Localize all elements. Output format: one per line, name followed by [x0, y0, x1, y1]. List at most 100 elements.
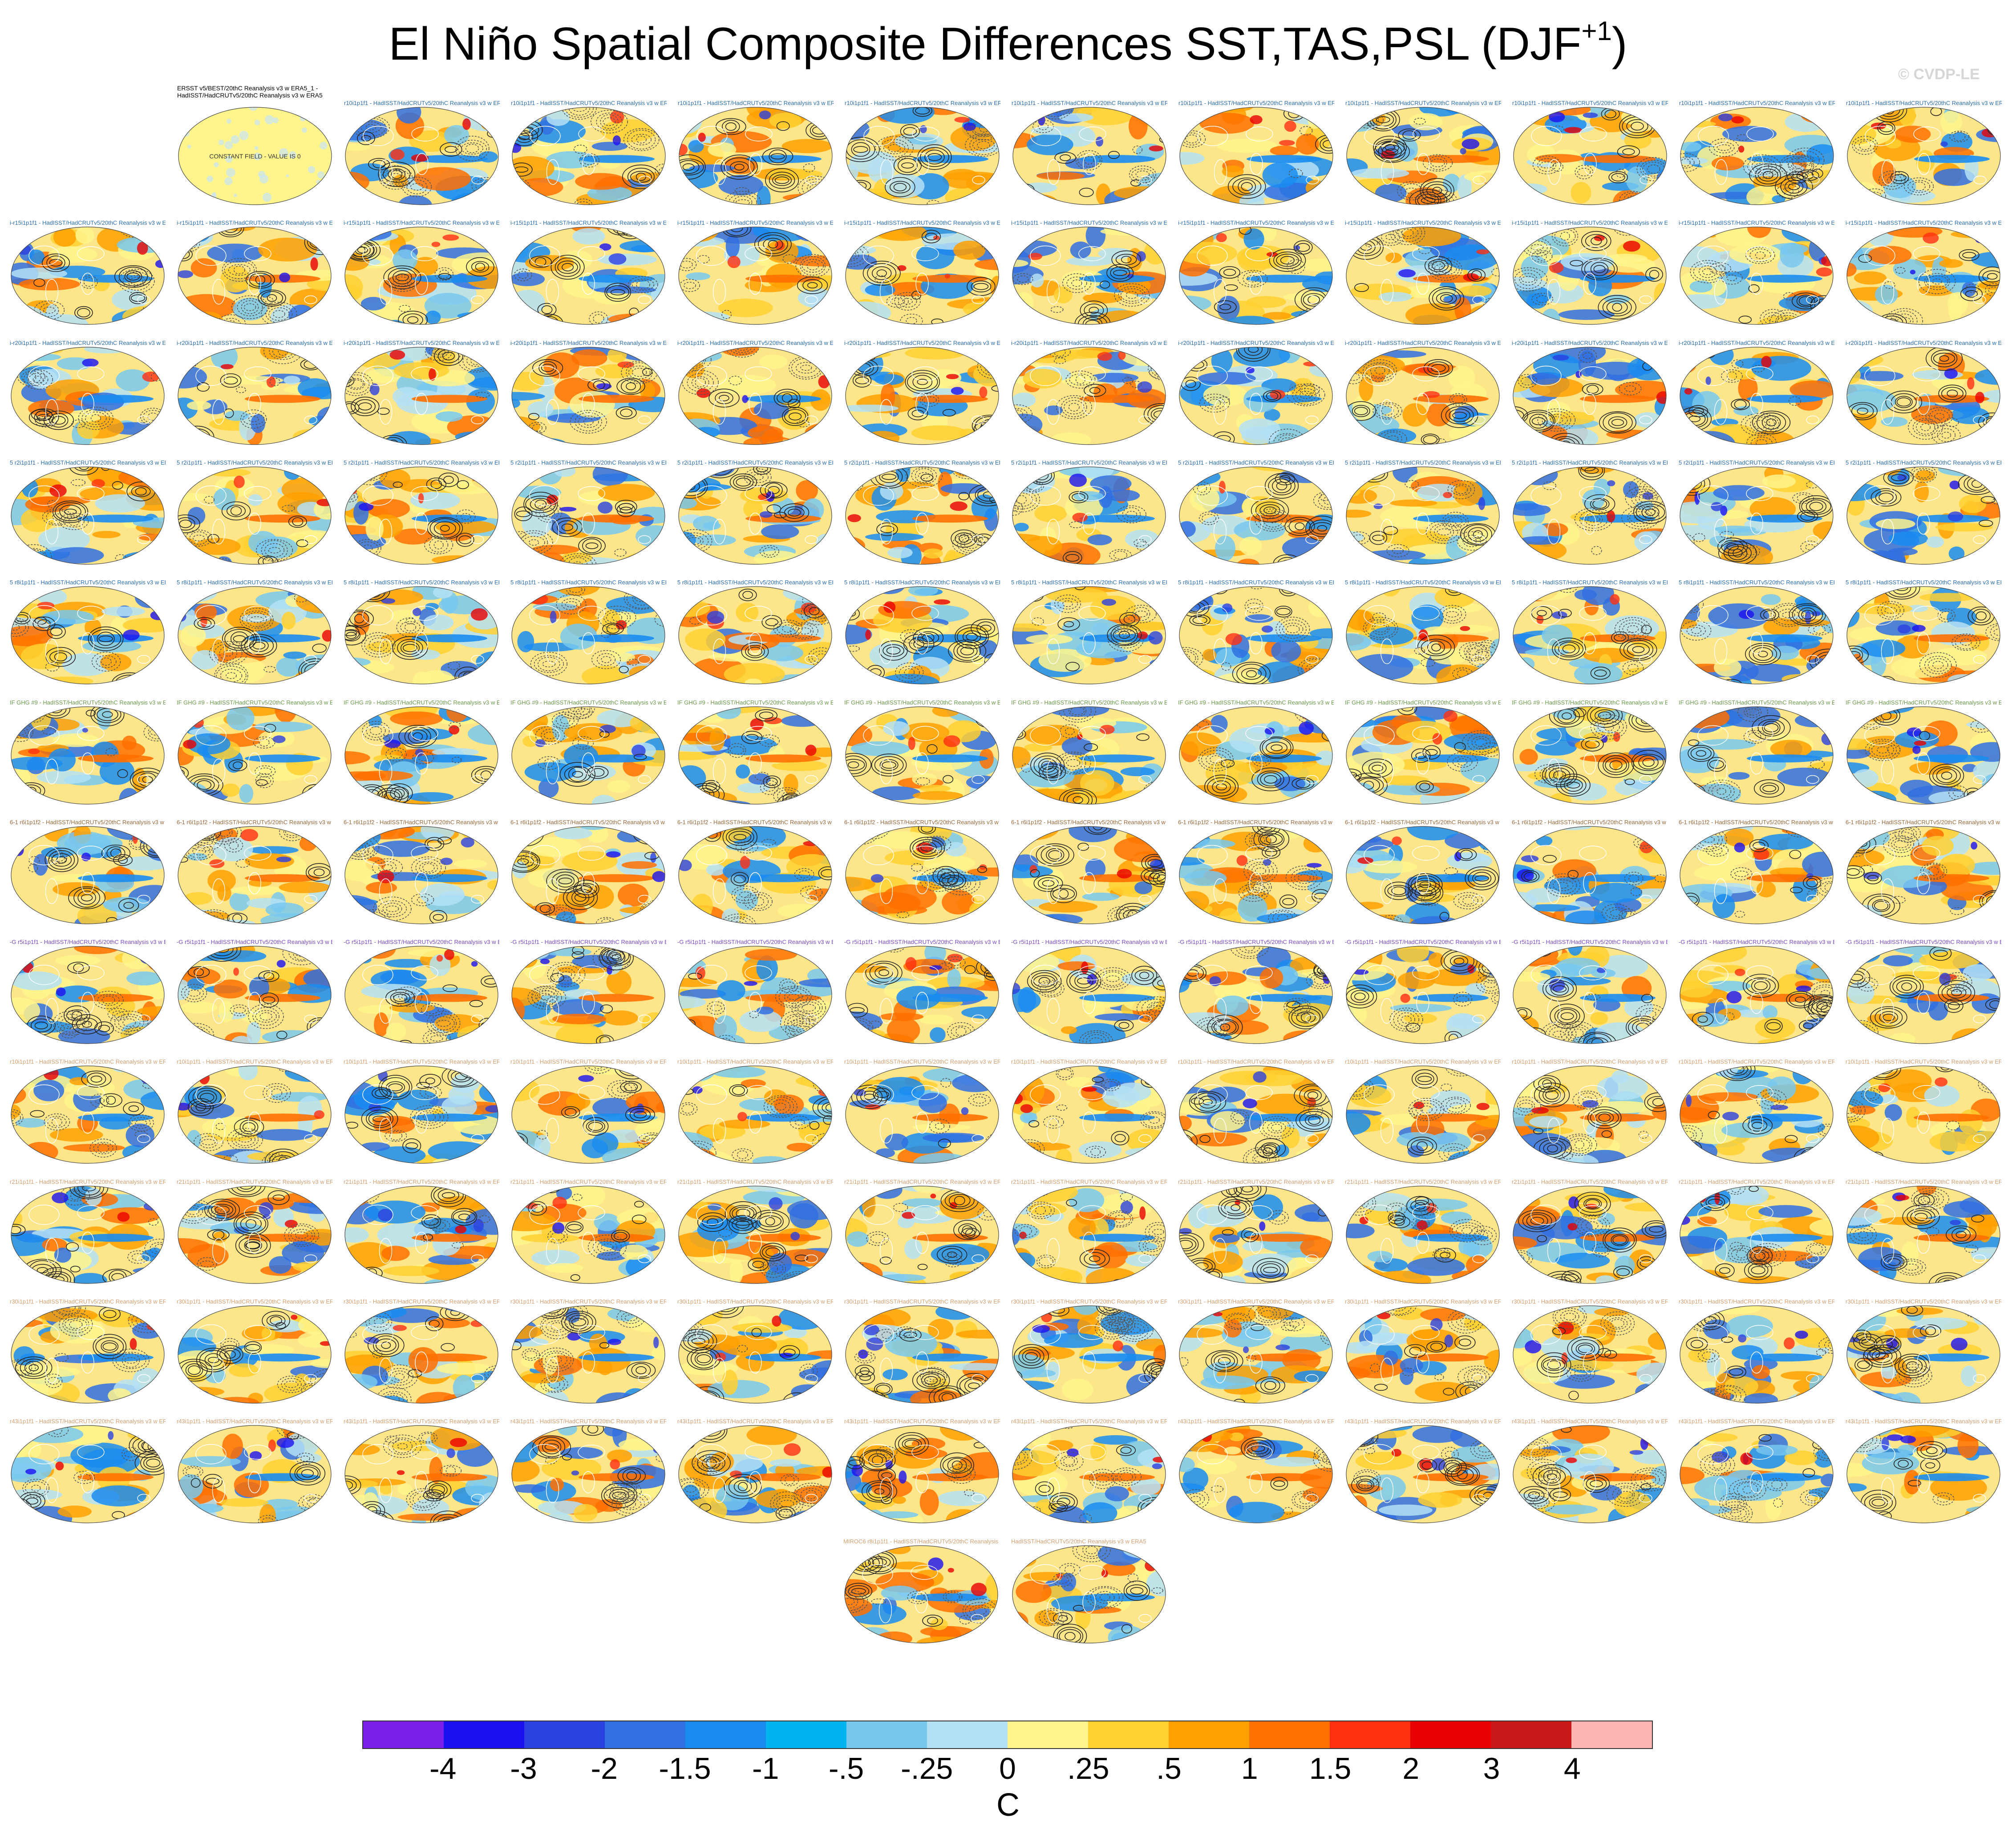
- colorbar-labels: -4 -3 -2 -1.5 -1 -.5 -.25 0 .25 .5 1 1.5 2 3 4: [0, 1751, 2016, 1791]
- world-map: [11, 466, 165, 565]
- map-panel: 5 r8i1p1f1 - HadISST/HadCRUTv5/20thC Rea…: [10, 579, 166, 685]
- panel-title: r10i1p1f1 - HadISST/HadCRUTv5/20thC Rean…: [510, 1058, 666, 1065]
- panel-title: r30i1p1f1 - HadISST/HadCRUTv5/20thC Rean…: [1679, 1298, 1834, 1305]
- panel-title: r10i1p1f1 - HadISST/HadCRUTv5/20thC Rean…: [1512, 100, 1668, 106]
- panel-title: r43i1p1f1 - HadISST/HadCRUTv5/20thC Rean…: [10, 1418, 166, 1425]
- map-panel: r21i1p1f1 - HadISST/HadCRUTv5/20thC Rean…: [1178, 1178, 1334, 1285]
- world-map: [1513, 227, 1667, 325]
- map-panel: -G r5i1p1f1 - HadISST/HadCRUTv5/20thC Re…: [677, 939, 833, 1045]
- world-map: [1513, 706, 1667, 805]
- map-panel: -G r5i1p1f1 - HadISST/HadCRUTv5/20thC Re…: [1011, 939, 1167, 1045]
- map-panel: r10i1p1f1 - HadISST/HadCRUTv5/20thC Rean…: [678, 100, 834, 206]
- panel-title: i-r20i1p1f1 - HadISST/HadCRUTv5/20thC Re…: [344, 339, 499, 346]
- world-map: [344, 826, 498, 924]
- colorbar-swatch: [766, 1721, 846, 1748]
- panel-title: 5 r8i1p1f1 - HadISST/HadCRUTv5/20thC Rea…: [1011, 579, 1167, 586]
- world-map: [511, 227, 665, 325]
- world-map: [511, 1186, 665, 1284]
- world-map: [678, 1425, 832, 1523]
- colorbar-tick-label: 1.5: [1309, 1752, 1352, 1785]
- map-panel: r21i1p1f1 - HadISST/HadCRUTv5/20thC Rean…: [344, 1178, 499, 1285]
- world-map: [1680, 826, 1834, 924]
- panel-title: r30i1p1f1 - HadISST/HadCRUTv5/20thC Rean…: [10, 1298, 166, 1305]
- map-panel: r10i1p1f1 - HadISST/HadCRUTv5/20thC Rean…: [344, 100, 500, 206]
- colorbar-tick-label: 1: [1241, 1752, 1258, 1785]
- panel-title: 6-1 r6i1p1f2 - HadISST/HadCRUTv5/20thC R…: [1512, 818, 1668, 826]
- panel-title: 5 r2i1p1f1 - HadISST/HadCRUTv5/20thC Rea…: [844, 459, 1000, 466]
- map-panel: i-r15i1p1f1 - HadISST/HadCRUTv5/20thC Re…: [1846, 219, 2001, 326]
- colorbar-swatch: [605, 1721, 685, 1748]
- panel-title: 6-1 r6i1p1f2 - HadISST/HadCRUTv5/20thC R…: [1679, 818, 1834, 826]
- panel-title: -G r5i1p1f1 - HadISST/HadCRUTv5/20thC Re…: [510, 939, 666, 946]
- map-panel: r10i1p1f1 - HadISST/HadCRUTv5/20thC Rean…: [344, 1058, 499, 1165]
- page-title: El Niño Spatial Composite Differences SS…: [0, 16, 2016, 71]
- panel-title: i-r20i1p1f1 - HadISST/HadCRUTv5/20thC Re…: [1011, 339, 1167, 346]
- map-panel: r21i1p1f1 - HadISST/HadCRUTv5/20thC Rean…: [510, 1178, 666, 1285]
- world-map: [1847, 107, 2001, 205]
- colorbar-tick-label: 4: [1563, 1752, 1581, 1785]
- world-map: [1346, 466, 1500, 565]
- world-map: [678, 946, 832, 1044]
- world-map: [678, 1065, 832, 1164]
- map-panel: r43i1p1f1 - HadISST/HadCRUTv5/20thC Rean…: [1011, 1418, 1167, 1524]
- panel-title: i-r15i1p1f1 - HadISST/HadCRUTv5/20thC Re…: [1679, 219, 1834, 227]
- colorbar-tick-label: -1: [752, 1752, 779, 1785]
- world-map: [1012, 706, 1166, 805]
- panel-title: i-r20i1p1f1 - HadISST/HadCRUTv5/20thC Re…: [677, 339, 833, 346]
- panel-title: 5 r8i1p1f1 - HadISST/HadCRUTv5/20thC Rea…: [1178, 579, 1334, 586]
- world-map: [845, 826, 999, 924]
- map-panel: 5 r8i1p1f1 - HadISST/HadCRUTv5/20thC Rea…: [344, 579, 499, 685]
- map-panel: IF GHG #9 - HadISST/HadCRUTv5/20thC Rean…: [1679, 699, 1834, 806]
- colorbar-tick-label: -3: [510, 1752, 537, 1785]
- map-panel: 5 r2i1p1f1 - HadISST/HadCRUTv5/20thC Rea…: [1345, 459, 1501, 566]
- panel-title: 5 r8i1p1f1 - HadISST/HadCRUTv5/20thC Rea…: [1679, 579, 1834, 586]
- map-panel: r10i1p1f1 - HadISST/HadCRUTv5/20thC Rean…: [1345, 100, 1501, 206]
- map-panel: -G r5i1p1f1 - HadISST/HadCRUTv5/20thC Re…: [1846, 939, 2001, 1045]
- map-panel: 6-1 r6i1p1f2 - HadISST/HadCRUTv5/20thC R…: [177, 819, 332, 925]
- colorbar-swatch: [1571, 1721, 1652, 1748]
- colorbar-swatch: [1330, 1721, 1410, 1748]
- colorbar-swatch: [846, 1721, 927, 1748]
- map-panel: r10i1p1f1 - HadISST/HadCRUTv5/20thC Rean…: [1512, 1058, 1668, 1165]
- panel-title: IF GHG #9 - HadISST/HadCRUTv5/20thC Rean…: [10, 699, 166, 706]
- world-map: [845, 706, 999, 805]
- panel-title: r30i1p1f1 - HadISST/HadCRUTv5/20thC Rean…: [510, 1298, 666, 1305]
- world-map: [1846, 1305, 2000, 1404]
- world-map: [512, 107, 666, 205]
- map-panel: i-r15i1p1f1 - HadISST/HadCRUTv5/20thC Re…: [1345, 219, 1501, 326]
- world-map: [845, 946, 999, 1044]
- map-panel: r10i1p1f1 - HadISST/HadCRUTv5/20thC Rean…: [1512, 100, 1668, 206]
- world-map: [1513, 946, 1667, 1044]
- panel-title: i-r15i1p1f1 - HadISST/HadCRUTv5/20thC Re…: [1178, 219, 1334, 227]
- panel-title: r43i1p1f1 - HadISST/HadCRUTv5/20thC Rean…: [177, 1418, 332, 1425]
- map-panel: r10i1p1f1 - HadISST/HadCRUTv5/20thC Rean…: [511, 100, 667, 206]
- world-map: [1846, 946, 2000, 1044]
- map-panel: r30i1p1f1 - HadISST/HadCRUTv5/20thC Rean…: [677, 1298, 833, 1405]
- world-map: [1846, 586, 2000, 684]
- map-panel: 5 r8i1p1f1 - HadISST/HadCRUTv5/20thC Rea…: [1345, 579, 1501, 685]
- panel-title: i-r20i1p1f1 - HadISST/HadCRUTv5/20thC Re…: [1679, 339, 1834, 346]
- world-map: [1012, 1545, 1166, 1644]
- panel-title: -G r5i1p1f1 - HadISST/HadCRUTv5/20thC Re…: [1178, 939, 1334, 946]
- panel-title: r10i1p1f1 - HadISST/HadCRUTv5/20thC Rean…: [1178, 1058, 1334, 1065]
- world-map: [1846, 1186, 2000, 1284]
- panel-title: r21i1p1f1 - HadISST/HadCRUTv5/20thC Rean…: [1178, 1178, 1334, 1185]
- panel-title: r10i1p1f1 - HadISST/HadCRUTv5/20thC Rean…: [511, 100, 667, 106]
- panel-title: r21i1p1f1 - HadISST/HadCRUTv5/20thC Rean…: [844, 1178, 1000, 1185]
- colorbar-tick-label: .25: [1067, 1752, 1109, 1785]
- map-panel: r43i1p1f1 - HadISST/HadCRUTv5/20thC Rean…: [177, 1418, 332, 1524]
- world-map: [1346, 706, 1500, 805]
- map-panel: IF GHG #9 - HadISST/HadCRUTv5/20thC Rean…: [510, 699, 666, 806]
- map-panel: -G r5i1p1f1 - HadISST/HadCRUTv5/20thC Re…: [1679, 939, 1834, 1045]
- panel-title: IF GHG #9 - HadISST/HadCRUTv5/20thC Rean…: [1345, 699, 1501, 706]
- panel-title: r30i1p1f1 - HadISST/HadCRUTv5/20thC Rean…: [1846, 1298, 2001, 1305]
- world-map: [1012, 946, 1166, 1044]
- panel-title: r21i1p1f1 - HadISST/HadCRUTv5/20thC Rean…: [344, 1178, 499, 1185]
- panel-title: i-r20i1p1f1 - HadISST/HadCRUTv5/20thC Re…: [1345, 339, 1501, 346]
- world-map: [1513, 1065, 1667, 1164]
- map-panel: i-r20i1p1f1 - HadISST/HadCRUTv5/20thC Re…: [1679, 340, 1834, 446]
- map-panel: -G r5i1p1f1 - HadISST/HadCRUTv5/20thC Re…: [10, 939, 166, 1045]
- panel-title: 5 r2i1p1f1 - HadISST/HadCRUTv5/20thC Rea…: [344, 459, 499, 466]
- world-map: [178, 227, 332, 325]
- panel-title: IF GHG #9 - HadISST/HadCRUTv5/20thC Rean…: [344, 699, 499, 706]
